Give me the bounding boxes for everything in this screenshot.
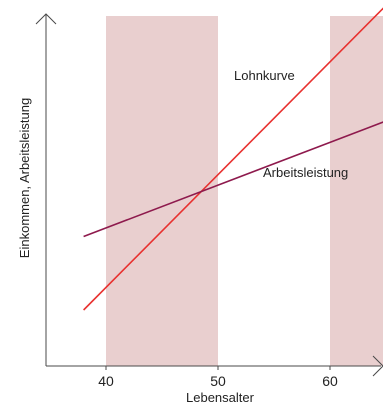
x-axis-label: Lebensalter xyxy=(186,390,255,405)
series-label-lohnkurve: Lohnkurve xyxy=(234,68,295,83)
shaded-band-2 xyxy=(330,16,383,366)
y-axis-label: Einkommen, Arbeitsleistung xyxy=(17,98,32,258)
x-tick-labels: 40 50 60 xyxy=(98,366,338,389)
x-tick-label-60: 60 xyxy=(322,373,338,389)
series-label-arbeitsleistung: Arbeitsleistung xyxy=(263,165,348,180)
x-tick-label-40: 40 xyxy=(98,373,114,389)
x-tick-label-50: 50 xyxy=(210,373,226,389)
